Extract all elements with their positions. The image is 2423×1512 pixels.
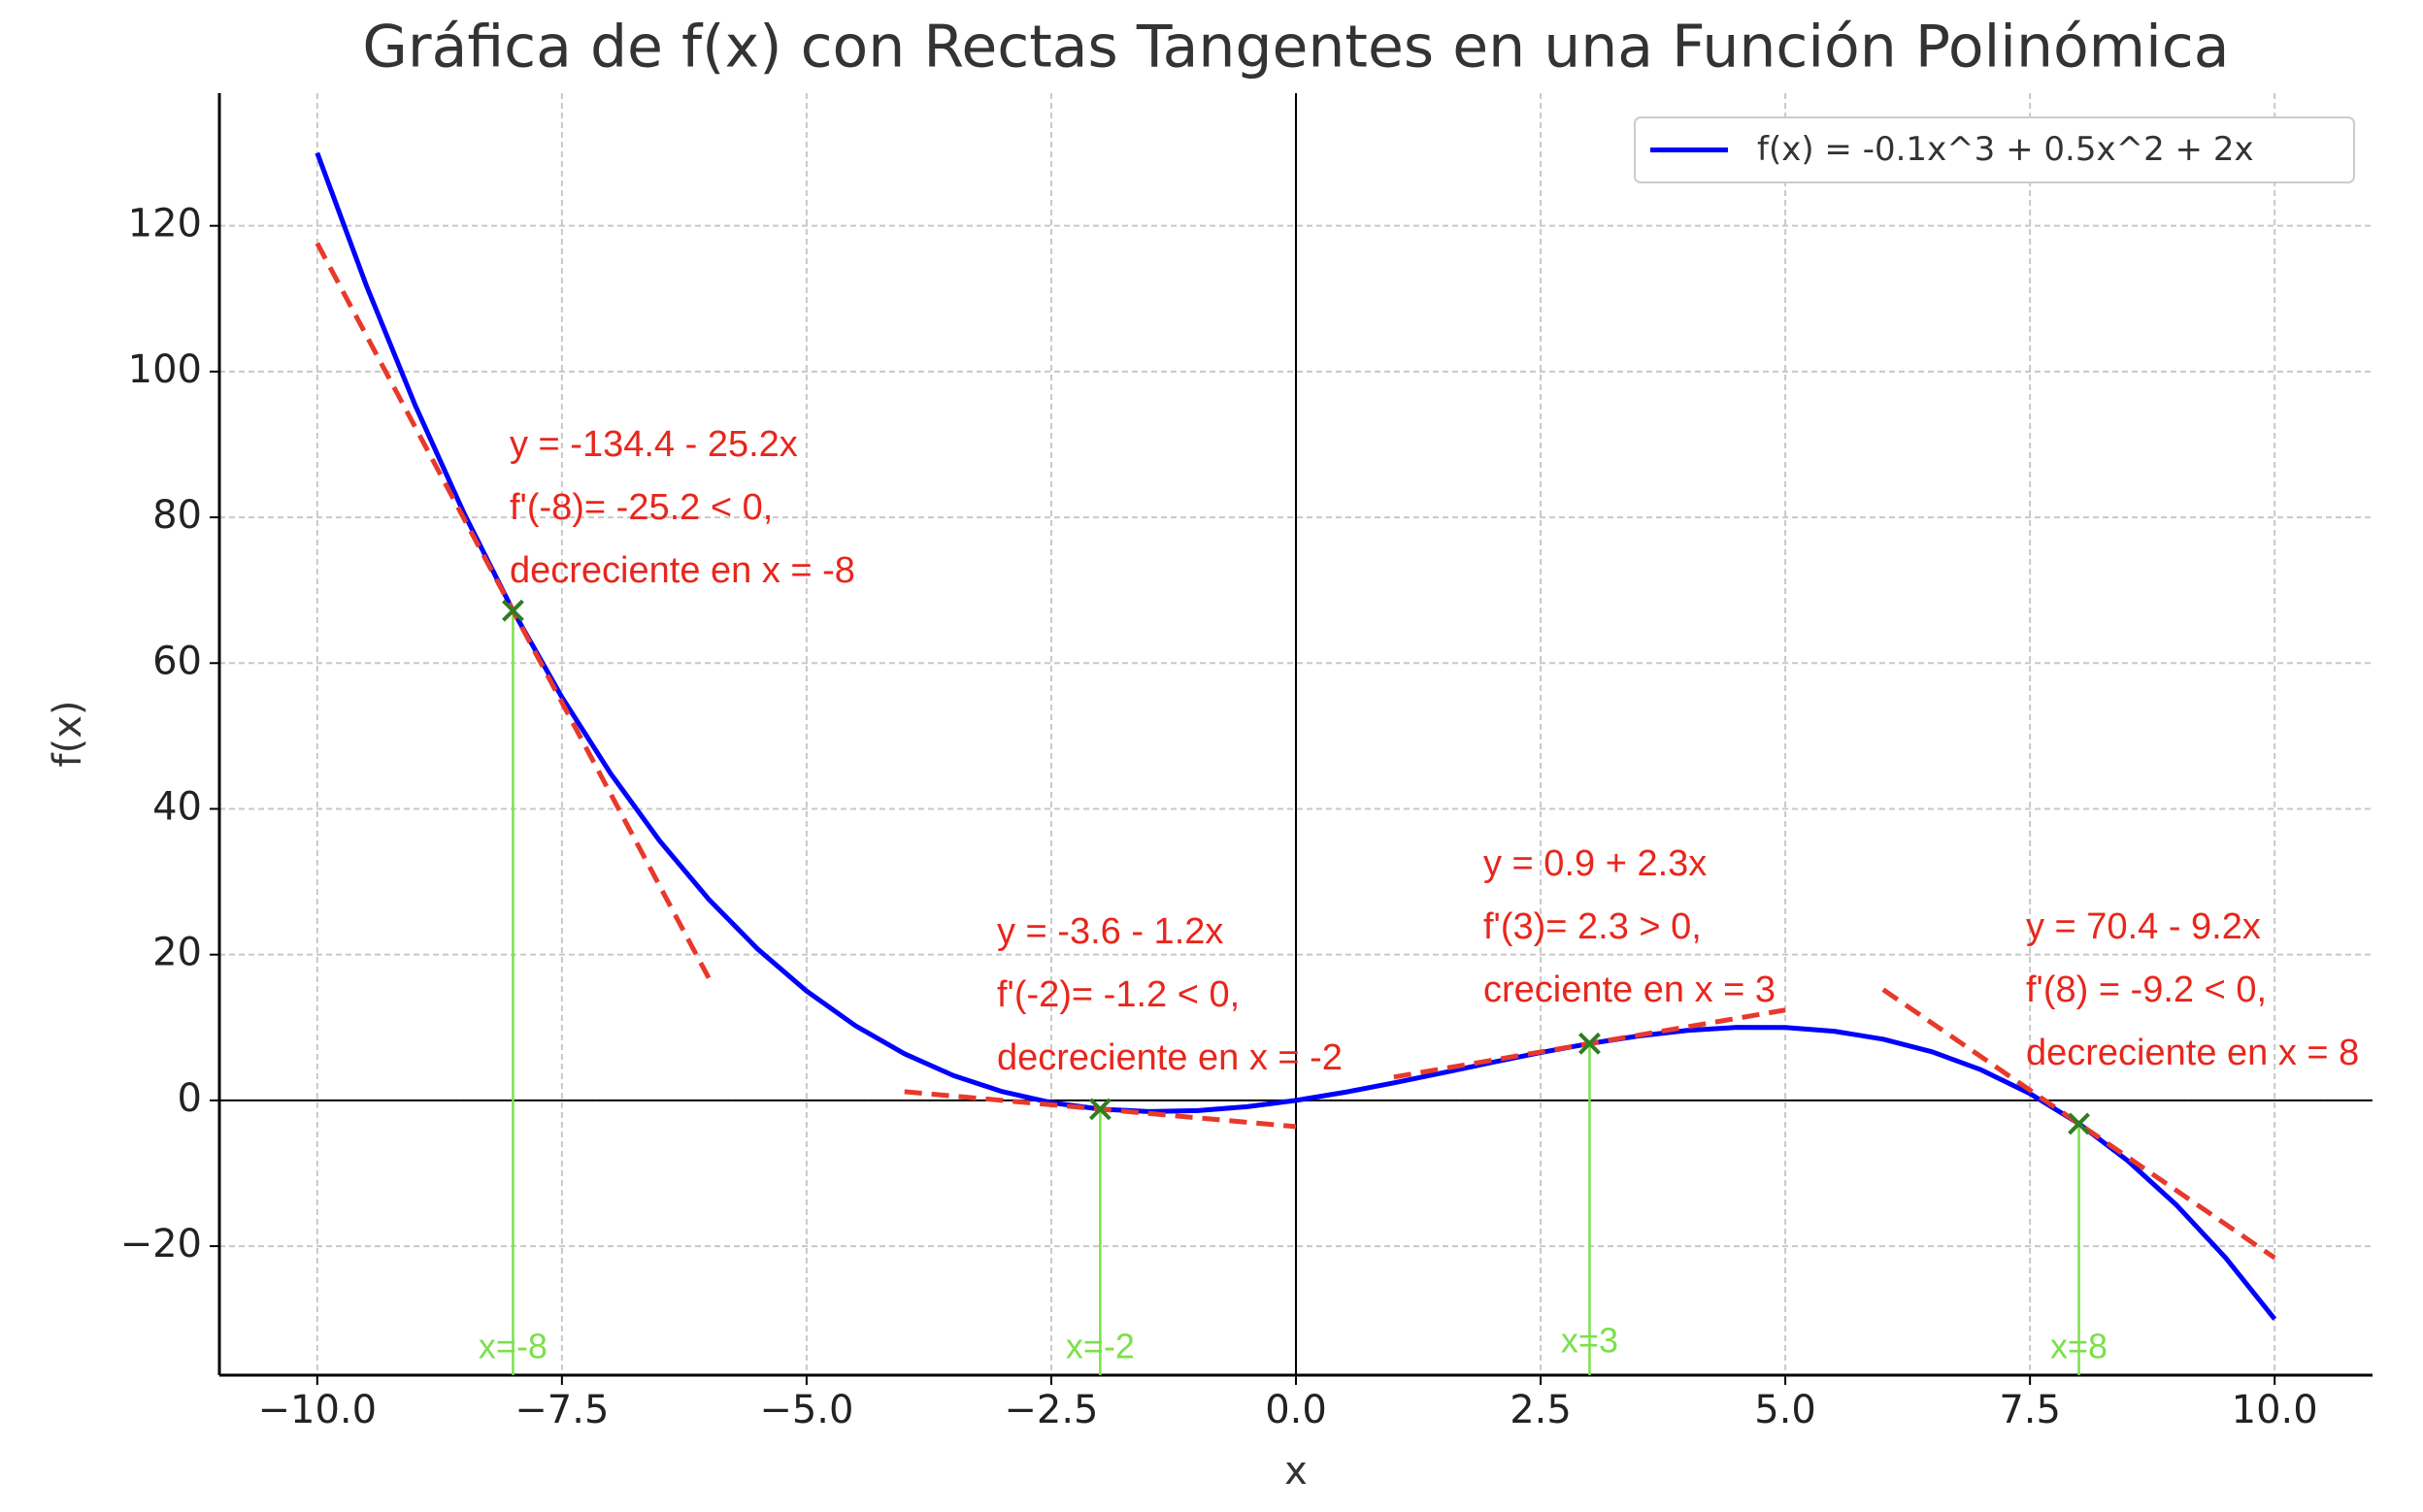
- x-tick-label: 2.5: [1510, 1388, 1572, 1432]
- x-tick-label: 5.0: [1754, 1388, 1816, 1432]
- chart-title: Gráfica de f(x) con Rectas Tangentes en …: [362, 14, 2229, 82]
- annotation-text: f'(-2)= -1.2 < 0,: [997, 974, 1240, 1015]
- annotation-text: creciente en x = 3: [1483, 970, 1776, 1010]
- x-tick-label: 0.0: [1265, 1388, 1327, 1432]
- point-label: x=-8: [479, 1327, 548, 1366]
- y-tick-label: 100: [128, 347, 202, 392]
- x-tick-label: 7.5: [1999, 1388, 2061, 1432]
- annotation-text: f'(3)= 2.3 > 0,: [1483, 906, 1702, 947]
- y-axis-label: f(x): [46, 701, 90, 768]
- x-tick-label: −2.5: [1004, 1388, 1098, 1432]
- annotation-text: f'(8) = -9.2 < 0,: [2026, 970, 2267, 1010]
- x-axis-label: x: [1284, 1449, 1308, 1494]
- point-label: x=3: [1561, 1321, 1618, 1361]
- y-tick-label: 0: [178, 1076, 202, 1121]
- x-tick-label: −7.5: [514, 1388, 609, 1432]
- legend-box: [1634, 116, 2355, 183]
- marker-stroke: [1088, 1098, 1112, 1121]
- annotation-text: y = 0.9 + 2.3x: [1483, 843, 1707, 884]
- annotation-text: decreciente en x = -2: [997, 1037, 1343, 1078]
- y-tick-label: 120: [128, 202, 202, 247]
- point-label: x=8: [2050, 1327, 2108, 1366]
- annotation-text: y = -134.4 - 25.2x: [510, 424, 798, 465]
- y-tick-label: 60: [152, 639, 202, 683]
- tangent-point: [1088, 1098, 1112, 1121]
- y-tick-label: 20: [152, 931, 202, 975]
- y-tick-label: 80: [152, 493, 202, 538]
- point-label: x=-2: [1066, 1327, 1135, 1366]
- legend-label: f(x) = -0.1x^3 + 0.5x^2 + 2x: [1757, 130, 2254, 169]
- function-curve: [315, 151, 2277, 1321]
- annotation-text: y = -3.6 - 1.2x: [997, 911, 1223, 952]
- marker-stroke: [502, 599, 524, 622]
- tangent-point: [1578, 1032, 1601, 1055]
- x-tick-label: −10.0: [258, 1388, 378, 1432]
- tangent-point: [2068, 1112, 2090, 1135]
- annotation-text: f'(-8)= -25.2 < 0,: [510, 487, 773, 528]
- annotation-text: decreciente en x = 8: [2026, 1033, 2359, 1073]
- annotation-text: decreciente en x = -8: [510, 550, 855, 591]
- annotation-text: y = 70.4 - 9.2x: [2026, 906, 2261, 947]
- y-tick-label: 40: [152, 784, 202, 829]
- y-tick-label: −20: [120, 1222, 202, 1266]
- marker-stroke: [2068, 1112, 2090, 1135]
- x-tick-label: 10.0: [2232, 1388, 2318, 1432]
- tangent-point: [502, 599, 524, 622]
- x-tick-label: −5.0: [759, 1388, 853, 1432]
- marker-stroke: [1578, 1032, 1601, 1055]
- tangent-line: [1881, 987, 2276, 1261]
